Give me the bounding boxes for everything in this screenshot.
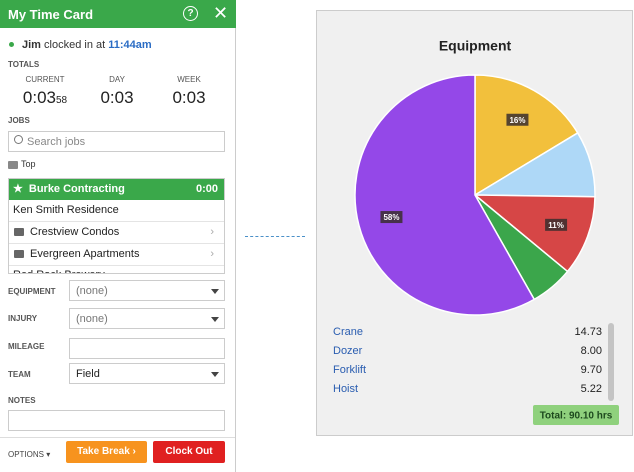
search-icon [14, 135, 23, 144]
header-title: My Time Card [8, 7, 94, 22]
percent-label: 11% [548, 221, 564, 230]
active-job[interactable]: ★ Burke Contracting 0:00 [9, 179, 224, 200]
clock-in-time: 11:44am [108, 39, 152, 51]
job-name: Evergreen Apartments [30, 248, 140, 260]
jobs-label: JOBS [8, 116, 30, 125]
status-text: clocked in at [44, 39, 106, 51]
total-value: 0:0358 [8, 88, 82, 108]
job-folder[interactable]: Crestview Condos › [9, 222, 224, 244]
divider [0, 437, 235, 438]
legend-value: 8.00 [581, 345, 602, 357]
injury-select[interactable]: (none) [69, 308, 225, 329]
select-value: (none) [76, 285, 108, 297]
job-item[interactable]: Ken Smith Residence [9, 200, 224, 222]
clock-out-button[interactable]: Clock Out [153, 441, 225, 463]
percent-label: 16% [509, 116, 525, 125]
select-value: (none) [76, 313, 108, 325]
legend-name: Forklift [333, 364, 366, 376]
equipment-select[interactable]: (none) [69, 280, 225, 301]
total-label: Total: 90.10 hrs [540, 411, 613, 422]
job-folder[interactable]: Evergreen Apartments › [9, 244, 224, 266]
percent-label: 58% [383, 213, 399, 222]
field-label: NOTES [8, 396, 36, 405]
legend-value: 5.22 [581, 383, 602, 395]
job-item[interactable]: Red Rock Brewery [9, 265, 224, 273]
legend-value: 9.70 [581, 364, 602, 376]
percent-label-bg [545, 218, 568, 231]
select-value: Field [76, 368, 100, 380]
connector [245, 236, 305, 237]
total-label: CURRENT [25, 75, 65, 84]
field-label: MILEAGE [8, 342, 45, 351]
job-name: Burke Contracting [28, 183, 125, 195]
legend-name: Crane [333, 326, 363, 338]
total-value: 0:03 [100, 88, 134, 107]
chart-title: Equipment [439, 38, 512, 54]
total-label: WEEK [177, 75, 201, 84]
header: My Time Card ? ✕ [0, 0, 236, 28]
field-label: TEAM [8, 370, 31, 379]
options-label: OPTIONS [8, 450, 45, 459]
field-label: INJURY [8, 314, 38, 323]
percent-label-bg [380, 211, 403, 224]
scrollbar[interactable] [608, 323, 614, 401]
total-label: DAY [109, 75, 125, 84]
search-placeholder: Search jobs [27, 136, 86, 148]
total-value: 0:03 [172, 88, 206, 107]
search-box[interactable]: Search jobs [8, 131, 225, 152]
pie-slice [474, 74, 579, 197]
field-label: EQUIPMENT [8, 287, 56, 296]
team-select[interactable]: Field [69, 363, 225, 384]
percent-label-bg [506, 113, 529, 126]
legend-value: 14.73 [574, 326, 602, 338]
total-badge [533, 405, 619, 425]
total-time: 0:03 [22, 88, 56, 107]
status-dot [9, 42, 14, 47]
legend-name: Hoist [333, 383, 358, 395]
help-icon[interactable]: ? [183, 6, 198, 21]
job-time: 0:00 [195, 183, 218, 195]
notes-input[interactable] [8, 410, 225, 431]
time-card-panel: My Time Card ? ✕ Jim clocked in at 11:44… [0, 0, 236, 472]
folder-name: Top [21, 159, 36, 169]
job-list: ★ Burke Contracting 0:00 Ken Smith Residen… [8, 178, 225, 274]
totals-label: TOTALS [8, 60, 40, 69]
legend-name: Dozer [333, 345, 363, 357]
folder-top[interactable]: Top [4, 159, 36, 169]
mileage-input[interactable] [69, 338, 225, 359]
pie-slice [472, 194, 596, 273]
take-break-button[interactable]: Take Break › [66, 441, 147, 463]
chart: Equipment 16% 11% 58% Crane 14.73 Dozer 8.00 Fo… [316, 10, 633, 436]
job-name: Crestview Condos [30, 226, 120, 238]
pie-slice [354, 74, 536, 316]
close-icon[interactable]: ✕ [213, 3, 229, 23]
options-menu[interactable]: OPTIONS ▾ [8, 450, 51, 459]
status: Jim clocked in at 11:44am [22, 39, 152, 51]
total-seconds: 58 [55, 95, 68, 106]
user: Jim [22, 39, 41, 51]
